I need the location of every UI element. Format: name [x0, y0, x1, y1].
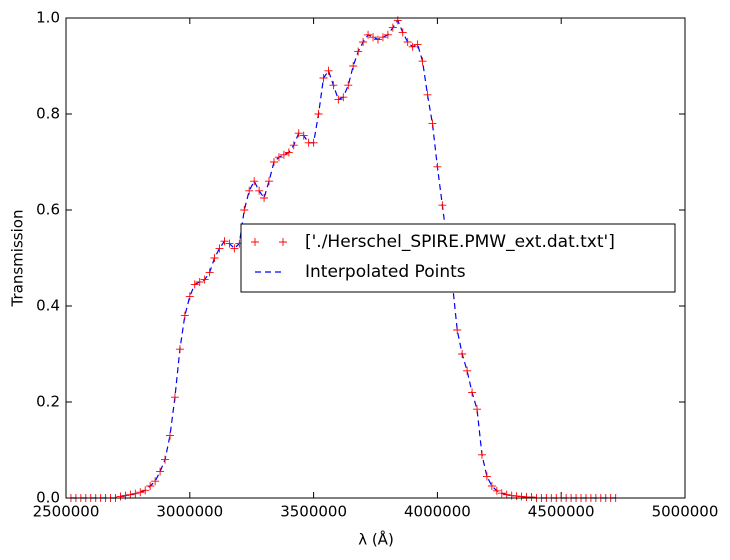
data-point	[279, 150, 288, 159]
data-point	[463, 366, 472, 375]
data-point	[205, 268, 214, 277]
data-point	[482, 472, 491, 481]
data-point	[136, 488, 145, 497]
data-point	[314, 110, 323, 118]
y-axis-label: Transmission	[9, 210, 27, 308]
legend: ['./Herschel_SPIRE.PMW_ext.dat.txt'] Inte…	[240, 223, 676, 293]
x-tick-label: 4000000	[404, 503, 471, 521]
y-tick-label: 0.6	[36, 201, 60, 219]
plot-frame	[65, 17, 686, 499]
data-point	[289, 141, 298, 150]
data-point	[359, 38, 368, 46]
data-point	[324, 66, 333, 75]
data-point	[284, 148, 293, 157]
data-point	[225, 239, 234, 248]
data-point	[131, 489, 140, 498]
data-point	[453, 326, 462, 334]
data-point	[497, 489, 506, 498]
data-point	[180, 311, 189, 320]
data-point	[141, 486, 150, 495]
data-point	[458, 350, 467, 358]
data-point	[413, 40, 422, 49]
data-point	[408, 42, 417, 51]
data-point	[185, 292, 194, 301]
data-point	[161, 455, 170, 464]
data-point	[418, 57, 427, 66]
data-point	[250, 177, 259, 186]
data-point	[175, 345, 184, 354]
data-point	[473, 405, 482, 414]
data-point	[344, 81, 353, 90]
x-tick-label: 2500000	[33, 503, 100, 521]
data-point	[230, 244, 239, 253]
data-point	[354, 47, 363, 56]
x-axis-label: λ (Å)	[358, 530, 394, 549]
data-point	[240, 206, 249, 214]
y-tick-label: 1.0	[36, 9, 60, 27]
data-point	[220, 237, 229, 246]
data-point	[364, 30, 373, 39]
x-tick-label: 3500000	[280, 503, 347, 521]
data-point	[339, 93, 348, 102]
data-point	[334, 95, 343, 104]
data-point	[210, 254, 219, 262]
data-point	[319, 74, 328, 82]
data-point	[369, 33, 378, 42]
data-point	[428, 119, 437, 128]
data-point	[527, 493, 536, 502]
data-point	[433, 162, 442, 171]
data-point	[170, 393, 179, 402]
data-point	[468, 388, 477, 397]
data-point	[517, 492, 526, 501]
data-point	[492, 486, 501, 495]
data-point	[200, 275, 209, 284]
data-point	[260, 194, 269, 202]
data-point	[477, 450, 486, 459]
y-tick-label: 0.0	[36, 489, 60, 507]
data-point	[294, 129, 303, 138]
data-point	[165, 431, 174, 440]
data-point	[245, 186, 254, 195]
data-point	[349, 62, 358, 70]
data-point	[438, 201, 447, 210]
data-point	[146, 482, 155, 490]
x-tick-label: 4500000	[528, 503, 595, 521]
data-point	[383, 30, 392, 39]
data-point	[265, 177, 274, 186]
data-point	[398, 28, 407, 37]
data-point	[502, 490, 511, 499]
legend-label: ['./Herschel_SPIRE.PMW_ext.dat.txt']	[305, 232, 615, 252]
data-point	[487, 482, 496, 490]
data-point	[215, 244, 224, 253]
data-point	[255, 186, 264, 195]
x-tick-label: 3000000	[156, 503, 223, 521]
data-point	[269, 158, 278, 166]
data-point	[388, 23, 397, 32]
data-point	[403, 38, 412, 46]
data-point	[156, 467, 165, 476]
data-point	[116, 492, 125, 501]
data-point	[373, 35, 382, 44]
data-point	[274, 153, 283, 162]
data-point	[126, 490, 135, 499]
data-point	[190, 280, 199, 289]
data-point	[512, 492, 521, 501]
data-point	[309, 138, 318, 147]
data-point	[299, 131, 308, 140]
legend-label: Interpolated Points	[305, 262, 466, 282]
y-tick-label: 0.2	[36, 393, 60, 411]
data-point	[378, 33, 387, 42]
legend-box	[240, 223, 676, 293]
data-point	[195, 278, 204, 286]
data-point	[151, 477, 160, 486]
x-tick-label: 5000000	[652, 503, 719, 521]
legend-marker	[251, 238, 287, 246]
data-point	[329, 81, 338, 90]
y-tick-label: 0.8	[36, 105, 60, 123]
y-tick-label: 0.4	[36, 297, 60, 315]
data-point	[423, 90, 432, 99]
